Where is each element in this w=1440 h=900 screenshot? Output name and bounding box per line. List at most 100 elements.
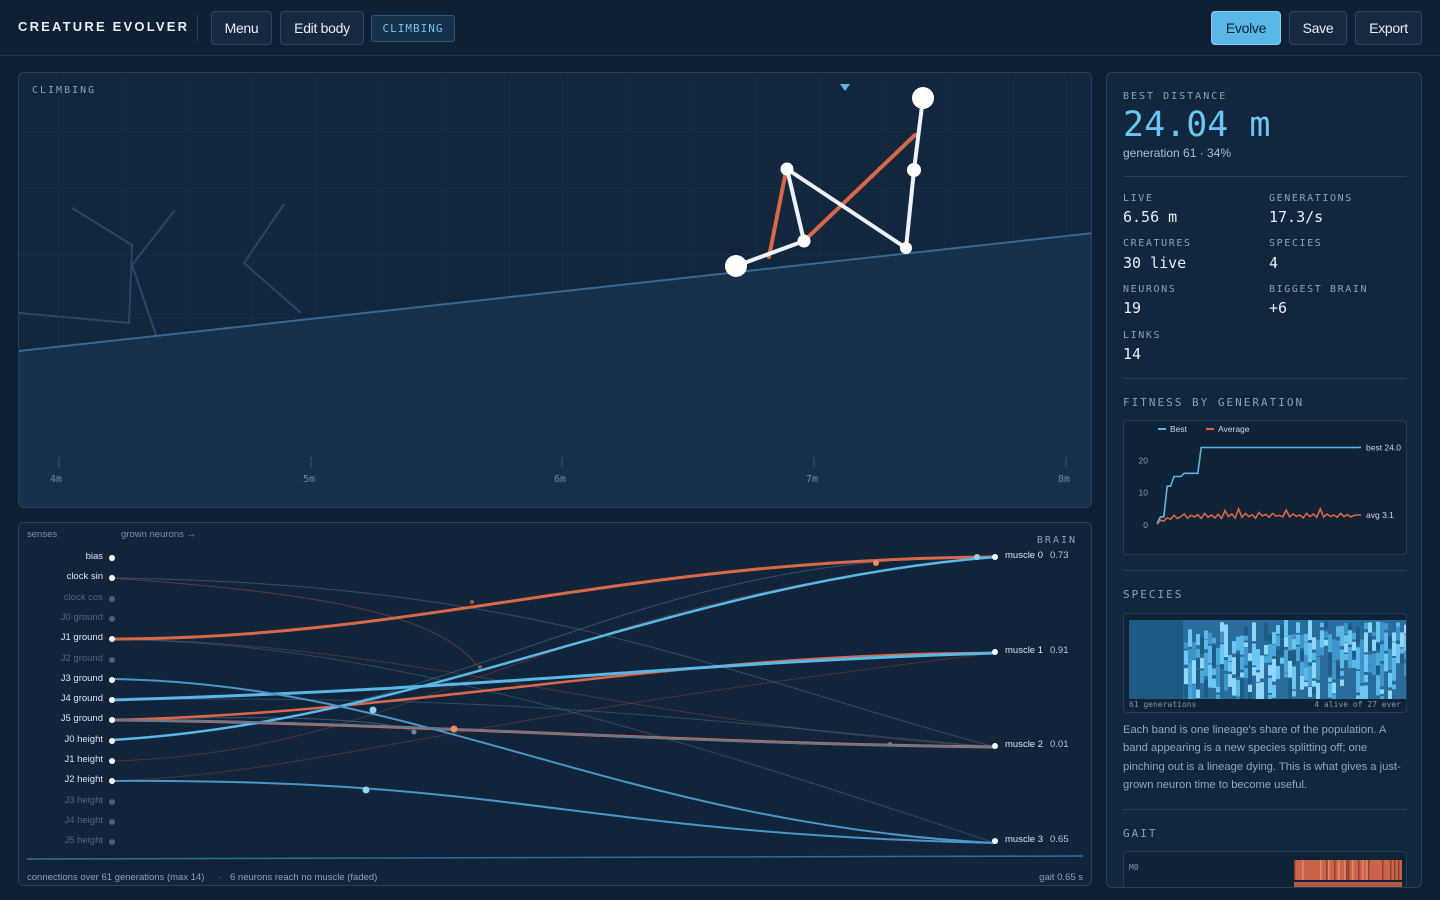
faded-connections: [110, 556, 996, 844]
species-alive-count: 4 alive of 27 ever: [1314, 700, 1401, 709]
creature-muscles: [767, 133, 917, 259]
gait-bars: [1294, 860, 1402, 887]
ruler-label: 4m: [50, 474, 63, 485]
fitness-series-line: [1156, 446, 1362, 524]
brain-input: J2 ground: [19, 653, 115, 667]
brain-input: clock sin: [19, 571, 115, 585]
brain-input-node: [109, 737, 115, 744]
stat-species-label: SPECIES: [1269, 238, 1323, 249]
gait-timeline: [26, 855, 1084, 860]
brain-input: J5 height: [19, 835, 115, 849]
brain-panel: senses grown neurons → BRAIN: [18, 522, 1092, 886]
brain-output: muscle 0 0.73: [992, 550, 1088, 564]
brain-output: muscle 1 0.91: [992, 645, 1088, 659]
ruler-label: 7m: [806, 474, 819, 485]
divider: [1123, 570, 1407, 571]
brain-input-label: J3 ground: [60, 672, 103, 684]
sim-mode-label: CLIMBING: [32, 85, 97, 96]
brain-footer-faded-note: 6 neurons reach no muscle (faded): [230, 872, 378, 883]
ruler-label: 6m: [554, 474, 567, 485]
fitness-series-end-label: avg 3.1: [1366, 510, 1394, 520]
brain-input-label: J4 ground: [60, 693, 103, 705]
brain-output-node: [992, 649, 998, 655]
gait-strip: [1294, 860, 1402, 887]
edit-body-button[interactable]: Edit body: [280, 11, 364, 45]
save-button[interactable]: Save: [1289, 11, 1347, 45]
brain-output-node: [992, 743, 998, 749]
brain-input-node: [109, 818, 115, 825]
stat-live-label: LIVE: [1123, 193, 1154, 204]
senses-column-label: senses: [27, 529, 58, 540]
mode-tag: CLIMBING: [371, 15, 455, 42]
gait-period: gait 0.65 s: [1039, 872, 1083, 883]
fitness-y-tick: 0: [1143, 520, 1148, 530]
brain-input: J4 ground: [19, 693, 115, 707]
gait-row-label: M0: [1129, 863, 1139, 872]
brain-input: clock cos: [19, 592, 115, 606]
species-generations-count: 61 generations: [1129, 700, 1197, 709]
brain-input: J5 ground: [19, 713, 115, 727]
brain-input-label: clock sin: [66, 571, 103, 583]
fitness-y-tick: 20: [1139, 455, 1149, 465]
ghost-creature: [19, 203, 302, 336]
species-description: Each band is one lineage's share of the …: [1123, 724, 1401, 791]
fitness-legend-label: Best: [1170, 424, 1188, 434]
divider: [1123, 809, 1407, 810]
brain-title: BRAIN: [1036, 535, 1077, 546]
stat-links-value: 14: [1123, 345, 1142, 363]
brain-output-node: [992, 838, 998, 844]
brain-output-value: 0.91: [1050, 645, 1069, 656]
creature[interactable]: [725, 87, 934, 277]
brain-input-label: J4 height: [64, 814, 103, 826]
brain-output-value: 0.65: [1050, 834, 1069, 845]
brain-input-node: [109, 676, 115, 683]
brain-input-label: J2 ground: [60, 652, 103, 664]
gait-chart: M0: [1123, 851, 1407, 887]
stat-neurons-value: 19: [1123, 299, 1142, 317]
brain-input-node: [109, 615, 115, 622]
species-chart: 61 generations 4 alive of 27 ever: [1123, 613, 1407, 713]
stat-generations-value: 17.3/s: [1269, 208, 1324, 226]
brain-input: J1 height: [19, 754, 115, 768]
brain-output: muscle 3 0.65: [992, 834, 1088, 848]
ruler-label: 5m: [303, 474, 316, 485]
species-bands: [1129, 620, 1406, 699]
export-button[interactable]: Export: [1355, 11, 1422, 45]
brain-input-node: [109, 595, 115, 602]
toolbar-divider: [197, 14, 198, 42]
brain-input-label: J1 ground: [60, 632, 103, 644]
brain-output-label: muscle 3: [1005, 834, 1044, 845]
simulation-panel[interactable]: CLIMBING 4m 5m 6m 7m 8m: [18, 72, 1092, 508]
stat-links-label: LINKS: [1123, 330, 1162, 341]
top-bar: CREATURE EVOLVER Menu Edit body CLIMBING…: [0, 0, 1440, 56]
fitness-chart: 0 10 20 best 24.0 Best avg 3.1 Average: [1123, 420, 1407, 555]
brain-input: J0 ground: [19, 612, 115, 626]
menu-button[interactable]: Menu: [211, 11, 272, 45]
evolve-button[interactable]: Evolve: [1211, 11, 1281, 45]
simulation-canvas[interactable]: [19, 73, 1092, 508]
brain-input-label: bias: [85, 551, 103, 562]
brain-footer-connections: connections over 61 generations (max 14): [27, 872, 205, 883]
stat-creatures-label: CREATURES: [1123, 238, 1192, 249]
ground: [19, 233, 1091, 507]
stat-species-value: 4: [1269, 254, 1279, 272]
fitness-legend-label: Average: [1218, 424, 1250, 434]
brain-input-node: [109, 555, 115, 561]
brain-input: bias: [19, 551, 115, 565]
brain-output-value: 0.73: [1050, 550, 1069, 561]
app-title: CREATURE EVOLVER: [18, 19, 190, 34]
divider: [1123, 176, 1407, 177]
stat-creatures-value: 30 live: [1123, 254, 1187, 272]
brain-footer-separator: ·: [219, 872, 223, 883]
gait-label: GAIT: [1123, 827, 1158, 840]
brain-input-label: J5 ground: [60, 713, 103, 725]
brain-input: J1 ground: [19, 632, 115, 646]
stats-sidebar: BEST DISTANCE 24.04 m generation 61 · 34…: [1106, 72, 1422, 888]
brain-output: muscle 2 0.01: [992, 739, 1088, 753]
brain-input-node: [109, 798, 115, 805]
brain-input-node: [109, 839, 115, 846]
fitness-series-end-label: best 24.0: [1366, 442, 1401, 452]
brain-input-label: J0 ground: [60, 611, 103, 623]
brain-input-label: J0 height: [64, 733, 103, 745]
brain-input-label: J1 height: [64, 754, 103, 765]
